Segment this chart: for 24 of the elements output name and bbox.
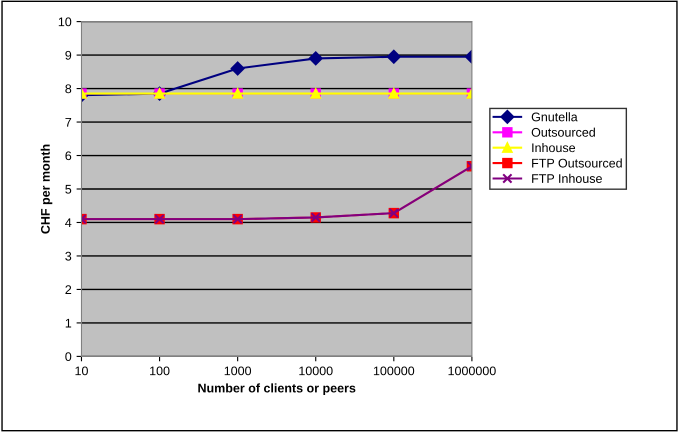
x-tick-label: 10 [75,366,88,376]
x-tick-label: 10000 [299,366,333,376]
legend-label: FTP Inhouse [532,174,602,183]
y-tick-label: 2 [65,285,72,294]
y-tick-label: 3 [65,252,72,261]
x-tick-label: 1000000 [448,366,496,376]
x-tick-label: 1000 [224,366,252,376]
x-axis-title: Number of clients or peers [198,383,356,395]
y-tick-label: 6 [65,151,72,160]
y-tick-label: 10 [58,17,72,26]
y-tick-label: 5 [65,184,72,194]
y-tick-label: 4 [65,218,72,228]
y-tick-label: 8 [65,84,72,94]
x-tick-label: 100 [150,366,170,376]
x-tick-label: 100000 [374,366,414,376]
y-axis-title: CHF per month [40,144,52,234]
legend-label: FTP Outsourced [532,158,622,168]
legend-label: Inhouse [532,143,576,152]
y-tick-label: 0 [65,352,72,362]
y-tick-label: 9 [65,50,72,60]
y-tick-label: 1 [66,318,72,328]
y-tick-label: 7 [65,118,72,127]
legend-label: Gnutella [532,112,578,122]
legend-label: Outsourced [532,128,595,137]
